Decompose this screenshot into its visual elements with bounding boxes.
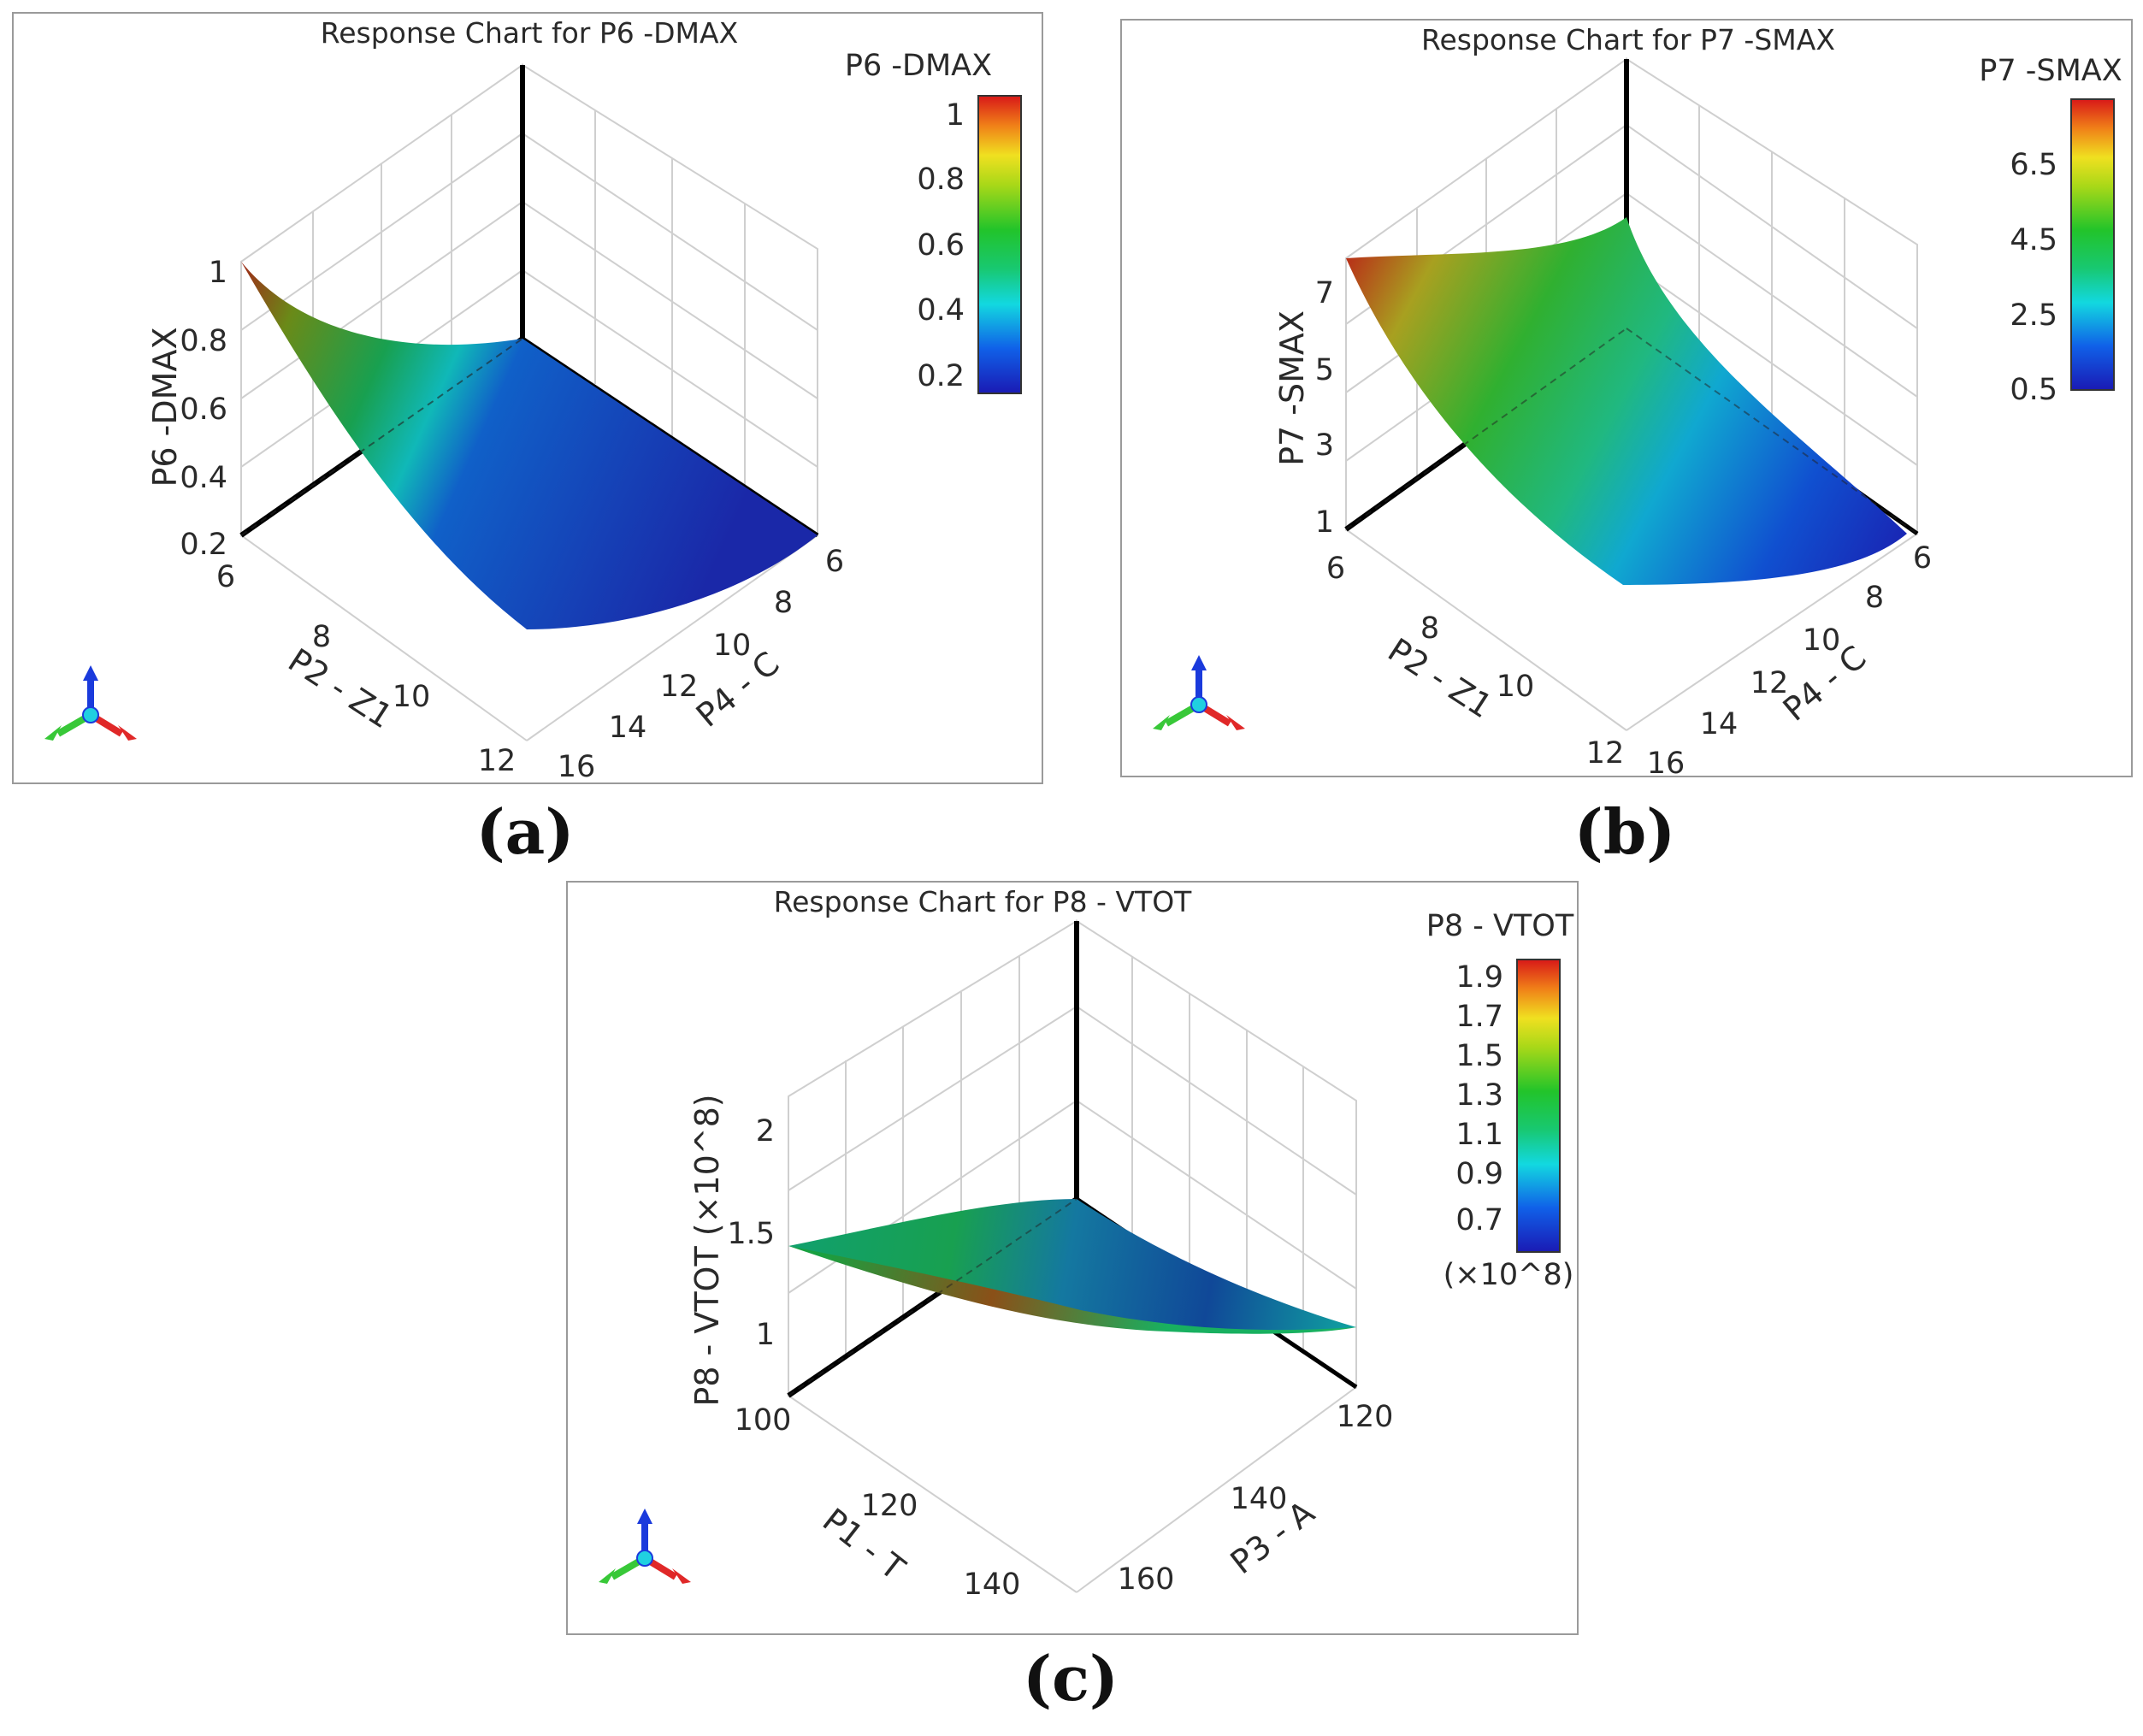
caption-c: (c) (1023, 1642, 1119, 1715)
chart-b-orientation-triad-icon (1153, 655, 1245, 730)
chart-a-xlabel: P2 - Z1 (281, 641, 398, 736)
chart-a-ytick: 8 (774, 586, 793, 620)
chart-b-xlabel: P2 - Z1 (1381, 631, 1498, 726)
chart-panel-b: Response Chart for P7 -SMAX 7 5 3 1 P7 -… (1120, 19, 2133, 779)
chart-c-orientation-triad-icon (599, 1509, 691, 1584)
chart-b-ytick: 6 (1913, 541, 1932, 576)
chart-c-title: Response Chart for P8 - VTOT (774, 885, 1193, 918)
chart-c-zlabel: P8 - VTOT (×10^8) (688, 1094, 726, 1406)
chart-a-xtick: 8 (312, 620, 331, 654)
chart-c-cbtick: 1.5 (1455, 1039, 1503, 1073)
chart-a-cbtick: 0.4 (917, 293, 965, 328)
chart-a-ytick: 12 (660, 670, 699, 704)
chart-a-ztick: 0.6 (180, 393, 227, 427)
chart-a-colorbar-title: P6 -DMAX (845, 49, 992, 83)
chart-a-ztick: 0.4 (180, 461, 227, 495)
chart-a-cbtick: 0.8 (917, 162, 965, 197)
chart-b-colorbar-title: P7 -SMAX (1979, 54, 2122, 88)
chart-a-colorbar (977, 95, 1022, 394)
chart-c-colorbar (1516, 959, 1561, 1253)
chart-b-xtick: 12 (1586, 736, 1625, 771)
chart-b-ytick: 16 (1647, 747, 1685, 779)
chart-b-ytick: 8 (1865, 581, 1884, 615)
chart-b-ztick: 5 (1315, 353, 1334, 387)
chart-a-cbtick: 0.2 (917, 359, 965, 393)
chart-a-zlabel: P6 -DMAX (146, 328, 184, 487)
chart-b-colorbar (2070, 98, 2115, 391)
chart-c-colorbar-title: P8 - VTOT (1426, 909, 1574, 943)
chart-c-cbtick: 0.9 (1455, 1157, 1503, 1191)
chart-a-svg: Response Chart for P6 -DMAX 1 0.8 0.6 0.… (44, 16, 1022, 784)
chart-a-xtick: 12 (478, 744, 517, 778)
chart-b-cbtick: 2.5 (2010, 298, 2057, 333)
chart-b-ztick: 1 (1315, 505, 1334, 540)
chart-c-cbtick: 1.7 (1455, 1000, 1503, 1034)
chart-a-ytick: 6 (825, 545, 844, 579)
chart-c-xtick: 100 (735, 1403, 792, 1438)
chart-b-ztick: 7 (1315, 276, 1334, 310)
chart-b-ytick: 10 (1803, 623, 1841, 658)
chart-b-xtick: 8 (1420, 611, 1439, 646)
chart-panel-a: Response Chart for P6 -DMAX 1 0.8 0.6 0.… (12, 12, 1043, 784)
chart-b-xtick: 10 (1497, 670, 1535, 704)
chart-c-xtick: 140 (964, 1568, 1021, 1602)
chart-b-ytick: 14 (1700, 707, 1739, 741)
chart-c-ztick: 1.5 (727, 1217, 775, 1251)
chart-b-ytick: 12 (1750, 666, 1789, 700)
chart-a-surface (241, 262, 818, 629)
chart-c-svg: Response Chart for P8 - VTOT 2 1.5 1 P8 … (599, 885, 1574, 1602)
chart-b-surface (1346, 217, 1907, 585)
chart-c-xtick: 120 (861, 1489, 918, 1523)
chart-a-ztick: 0.8 (180, 324, 227, 358)
chart-a-orientation-triad-icon (44, 665, 137, 741)
caption-b: (b) (1573, 795, 1676, 868)
chart-c-ytick: 120 (1337, 1400, 1394, 1434)
chart-a-ytick: 16 (558, 750, 596, 784)
chart-c-ztick: 2 (756, 1114, 775, 1148)
chart-b-cbtick: 4.5 (2010, 223, 2057, 257)
chart-c-ztick: 1 (756, 1318, 775, 1352)
chart-b-title: Response Chart for P7 -SMAX (1421, 23, 1835, 56)
chart-b-cbtick: 6.5 (2010, 148, 2057, 182)
caption-a: (a) (475, 795, 575, 868)
chart-a-grid (240, 63, 818, 741)
chart-c-ytick: 160 (1118, 1562, 1175, 1597)
chart-a-ytick: 10 (713, 629, 752, 663)
chart-a-xtick: 6 (216, 560, 235, 594)
chart-b-zlabel: P7 -SMAX (1273, 310, 1311, 466)
chart-a-ztick: 0.2 (180, 528, 227, 562)
chart-c-cbtick: 1.1 (1455, 1118, 1503, 1152)
chart-panel-c: Response Chart for P8 - VTOT 2 1.5 1 P8 … (566, 881, 1579, 1635)
chart-c-cbtick: 1.3 (1455, 1078, 1503, 1113)
chart-b-xtick: 6 (1326, 552, 1345, 586)
chart-c-cbtick: 1.9 (1455, 960, 1503, 995)
chart-a-cbtick: 1 (946, 98, 965, 133)
chart-b-svg: Response Chart for P7 -SMAX 7 5 3 1 P7 -… (1153, 23, 2122, 779)
chart-a-ztick: 1 (209, 256, 227, 290)
chart-a-cbtick: 0.6 (917, 228, 965, 263)
chart-c-surface (788, 1199, 1356, 1331)
chart-c-cbmultiplier: (×10^8) (1443, 1258, 1574, 1292)
chart-c-ytick: 140 (1231, 1482, 1288, 1516)
chart-a-title: Response Chart for P6 -DMAX (321, 16, 738, 50)
chart-b-ztick: 3 (1315, 428, 1334, 463)
chart-a-xtick: 10 (393, 680, 431, 714)
chart-b-cbtick: 0.5 (2010, 373, 2057, 407)
chart-a-ytick: 14 (609, 711, 647, 745)
chart-c-cbtick: 0.7 (1455, 1203, 1503, 1237)
